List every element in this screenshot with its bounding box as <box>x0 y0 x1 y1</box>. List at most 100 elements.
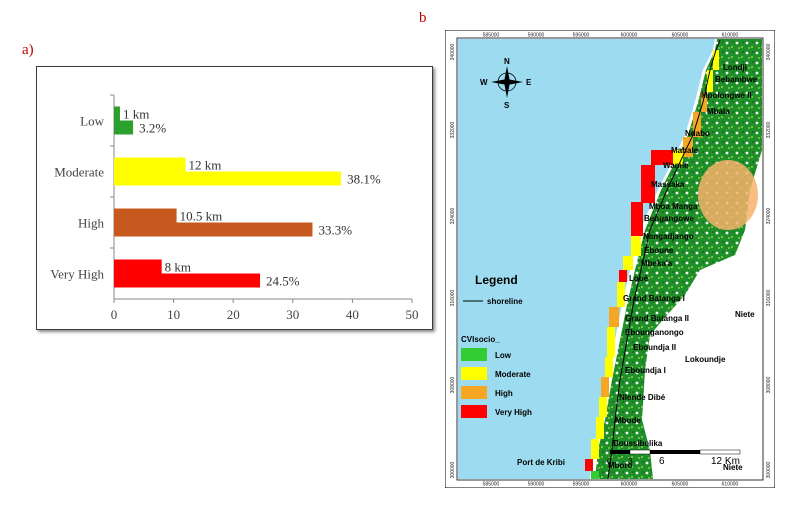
y-coord-right: 340000 <box>766 43 772 60</box>
data-label-km: 1 km <box>123 107 149 122</box>
x-coord-top: 605000 <box>672 33 689 39</box>
bar-percent <box>114 171 342 186</box>
map-x-coordinates: 585000 585000 590000 590000 595000 595000 6000… <box>483 33 739 488</box>
panel-b-label: b <box>419 10 427 26</box>
place-label: Mahale <box>671 146 699 155</box>
bar-percent <box>114 222 313 237</box>
y-coord-right: 316000 <box>766 289 772 306</box>
category-label: Low <box>80 114 104 129</box>
compass-n: N <box>504 57 510 66</box>
category-label: High <box>78 216 105 231</box>
place-labels: Londji Bebambwe Mpolongwe II Mbala Ndabo Maha… <box>517 63 758 472</box>
bar-km <box>114 259 162 274</box>
sea-area <box>458 39 715 479</box>
legend-class-label: Very High <box>495 408 532 417</box>
map-y-coordinates: 340000 340000 332000 332000 324000 324000 3160… <box>450 43 772 478</box>
data-label-km: 10.5 km <box>180 209 223 224</box>
legend-class-label: High <box>495 389 513 398</box>
legend-shoreline-label: shoreline <box>487 297 523 306</box>
place-label: Lobé <box>629 274 649 283</box>
y-coord-left: 340000 <box>450 43 456 60</box>
place-label: Niete <box>723 463 743 472</box>
data-label-percent: 3.2% <box>139 121 166 136</box>
place-label: Eboune <box>644 246 674 255</box>
place-label: Grand Batanga II <box>625 314 689 323</box>
x-tick-label: 30 <box>286 307 299 322</box>
x-coord-bottom: 600000 <box>621 482 638 488</box>
x-coord-top: 595000 <box>573 33 590 39</box>
place-label: Mbeka'a <box>641 259 673 268</box>
place-label: Mbode <box>615 416 641 425</box>
bar-chart: 0 10 20 30 40 50 Low 1 km3.2% Moderate 12 km 38.1%… <box>50 94 419 322</box>
place-label: Nlende Dibé <box>619 393 666 402</box>
compass-e: E <box>526 78 532 87</box>
bar-chart-frame: 0 10 20 30 40 50 Low 1 km 3.2% Moderate 12 km 38.1%… <box>36 66 433 330</box>
compass-rose-icon: N S E W <box>480 57 532 110</box>
x-coord-bottom: 590000 <box>528 482 545 488</box>
x-coord-bottom: 605000 <box>672 482 689 488</box>
x-coord-top: 585000 <box>483 33 500 39</box>
data-label-percent: 24.5% <box>266 274 300 289</box>
legend-title: Legend <box>475 273 518 287</box>
place-label: Ndabo <box>685 129 710 138</box>
x-tick-label: 0 <box>111 307 118 322</box>
scale-label-3: 3 <box>628 457 633 466</box>
category-label: Very High <box>50 267 104 282</box>
y-coord-left: 308000 <box>450 376 456 393</box>
place-label: Mpolongwe II <box>701 91 752 100</box>
legend-swatch <box>461 405 487 418</box>
vegetation-area <box>595 39 762 479</box>
place-label: Mbala <box>707 107 730 116</box>
data-label-km: 8 km <box>165 260 191 275</box>
scale-label-12: 12 Km <box>711 456 740 467</box>
compass-w: W <box>480 78 488 87</box>
x-tick-label: 20 <box>227 307 240 322</box>
legend-swatch <box>461 386 487 399</box>
place-label: Eboundja I <box>625 366 666 375</box>
x-tick-label: 10 <box>167 307 180 322</box>
data-label-km: 12 km <box>189 158 222 173</box>
place-label: Londji <box>723 63 747 72</box>
place-label: Niete <box>735 310 755 319</box>
x-tick-label: 40 <box>346 307 359 322</box>
x-coord-top: 610000 <box>722 33 739 39</box>
place-label: Port de Kribi <box>517 458 565 467</box>
y-coord-right: 332000 <box>766 121 772 138</box>
legend-class-label: Low <box>495 351 512 360</box>
place-label: Ebounganongo <box>625 328 684 337</box>
bar-percent <box>114 120 134 135</box>
y-coord-left: 316000 <box>450 289 456 306</box>
coastal-vulnerability-map: 585000 585000 590000 590000 595000 595000 6000… <box>445 30 775 488</box>
place-label: Boussibelika <box>613 439 663 448</box>
vegetation-orange-zone <box>698 160 758 230</box>
y-coord-right: 300000 <box>766 461 772 478</box>
y-coord-right: 324000 <box>766 207 772 224</box>
legend-swatch <box>461 367 487 380</box>
place-label: Mboro <box>608 461 633 470</box>
bar-percent <box>114 273 261 288</box>
y-coord-left: 300000 <box>450 461 456 478</box>
x-coord-bottom: 610000 <box>722 482 739 488</box>
panel-a-label: a) <box>22 42 34 58</box>
legend-class-title: CVIsocio_ <box>461 335 500 344</box>
place-label: Nangadjango <box>643 232 694 241</box>
x-tick-label: 50 <box>406 307 419 322</box>
category-label: Moderate <box>54 165 104 180</box>
compass-s: S <box>504 101 510 110</box>
x-coord-top: 600000 <box>621 33 638 39</box>
x-coord-top: 590000 <box>528 33 545 39</box>
legend-classes: Low Moderate High Very High <box>461 348 532 418</box>
x-coord-bottom: 595000 <box>573 482 590 488</box>
place-label: Bengangowe <box>644 214 694 223</box>
y-coord-left: 332000 <box>450 121 456 138</box>
shoreline-line <box>607 39 721 480</box>
data-label-percent: 33.3% <box>318 223 352 238</box>
x-coord-bottom: 585000 <box>483 482 500 488</box>
scale-bar: 0 3 6 12 Km <box>607 449 741 467</box>
place-label: Mboa Manga <box>649 202 698 211</box>
place-label: Bebambwe <box>715 75 758 84</box>
legend-class-label: Moderate <box>495 370 531 379</box>
bar-km <box>114 208 177 223</box>
vulnerability-blocks <box>585 50 719 479</box>
legend-swatch <box>461 348 487 361</box>
